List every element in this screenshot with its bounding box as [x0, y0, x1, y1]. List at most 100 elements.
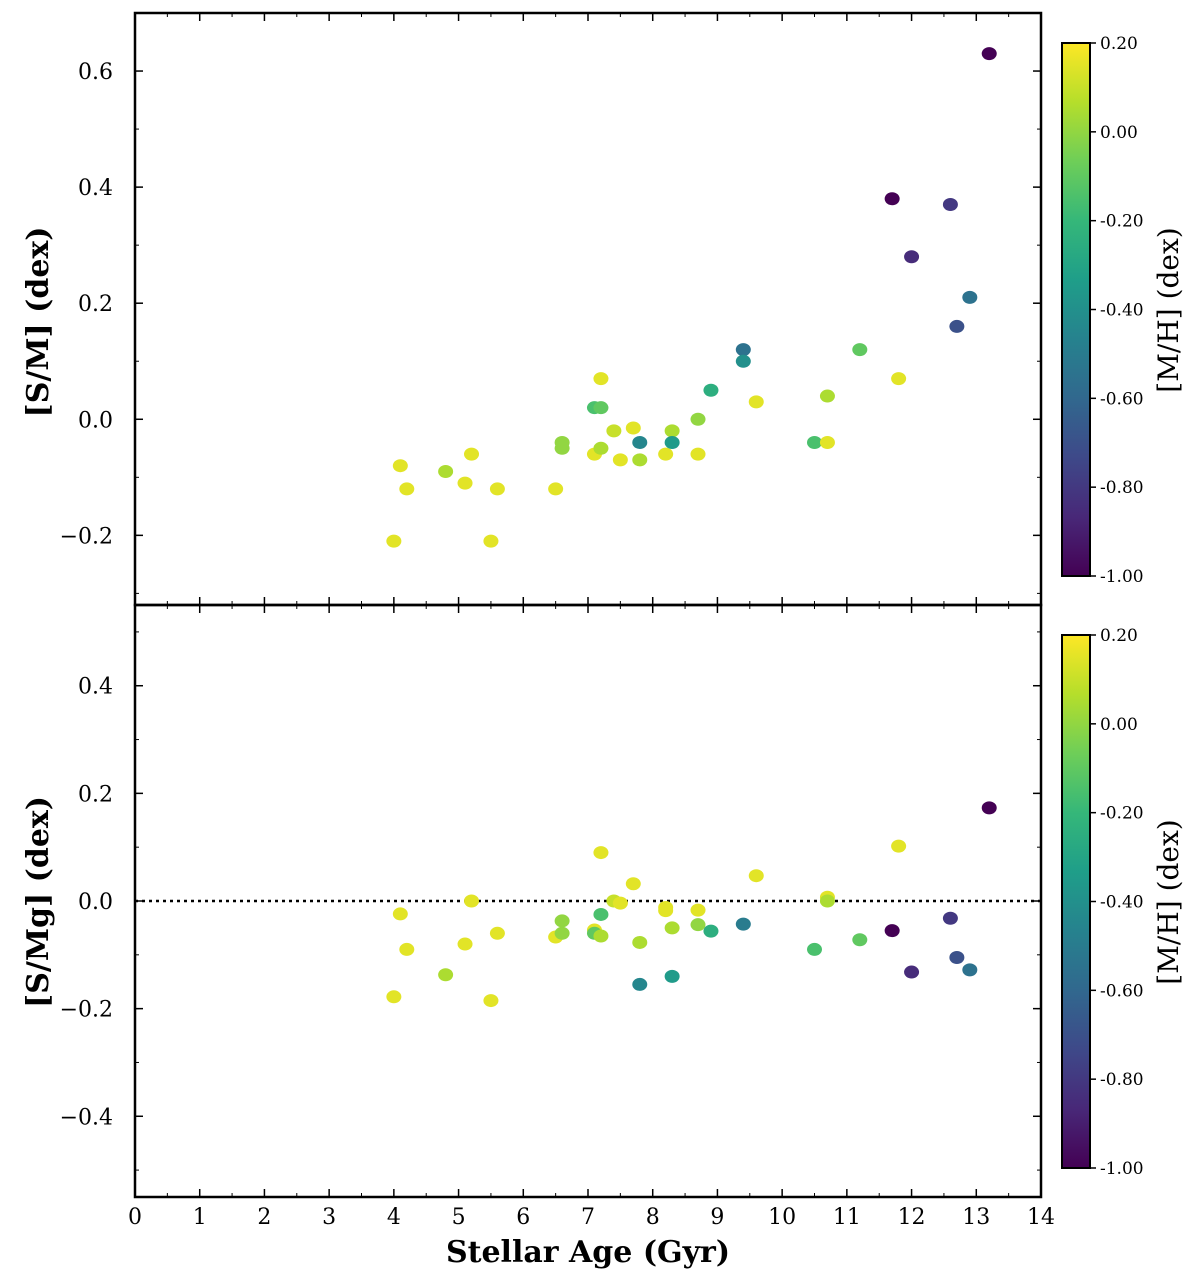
bottom-colorbar-tick-label: 0.20: [1100, 626, 1138, 646]
top-data-point: [664, 424, 680, 438]
top-data-point: [664, 435, 680, 449]
bottom-y-tick-label: −0.2: [60, 998, 113, 1023]
bottom-data-point: [819, 894, 835, 908]
top-colorbar-tick-label: -0.40: [1100, 301, 1144, 321]
top-data-point: [489, 482, 505, 496]
bottom-colorbar-gradient: [1061, 634, 1091, 1169]
top-data-point: [981, 47, 997, 61]
top-plot-frame: [133, 11, 1043, 607]
bottom-data-point: [593, 846, 609, 860]
x-tick-label: 2: [257, 1205, 271, 1230]
top-data-point: [593, 372, 609, 386]
x-tick-label: 6: [516, 1205, 530, 1230]
top-colorbar-tick-label: -1.00: [1100, 567, 1144, 587]
bottom-data-point: [392, 907, 408, 921]
x-tick-label: 14: [1027, 1205, 1055, 1230]
top-data-point: [852, 343, 868, 357]
top-y-tick-label: −0.2: [60, 524, 113, 549]
top-data-point: [632, 435, 648, 449]
bottom-data-point: [632, 977, 648, 991]
bottom-data-point: [483, 994, 499, 1008]
top-colorbar-gradient: [1061, 42, 1091, 577]
bottom-data-point: [690, 903, 706, 917]
bottom-data-point: [386, 990, 402, 1004]
top-scatter-points: [386, 47, 997, 548]
top-data-point: [690, 447, 706, 461]
x-tick-label: 4: [387, 1205, 401, 1230]
top-data-point: [593, 441, 609, 455]
x-tick-label: 0: [128, 1205, 142, 1230]
top-data-point: [884, 192, 900, 206]
bottom-data-point: [735, 917, 751, 931]
top-y-tick-label: 0.4: [78, 176, 113, 201]
top-y-tick-label: 0.2: [78, 292, 113, 317]
top-data-point: [399, 482, 415, 496]
top-y-tick-label: 0.6: [78, 60, 113, 85]
top-data-point: [632, 453, 648, 467]
bottom-colorbar-tick-label: 0.00: [1100, 715, 1138, 735]
bottom-y-tick-label: −0.4: [60, 1105, 113, 1130]
top-data-point: [554, 441, 570, 455]
top-colorbar-tick-label: 0.20: [1100, 34, 1138, 54]
bottom-y-tick-label: 0.2: [78, 782, 113, 807]
x-tick-label: 1: [193, 1205, 207, 1230]
top-data-point: [606, 424, 622, 438]
top-data-point: [548, 482, 564, 496]
bottom-colorbar-tick-label: -0.40: [1100, 893, 1144, 913]
top-data-point: [483, 534, 499, 548]
bottom-data-point: [664, 921, 680, 935]
top-data-point: [904, 250, 920, 264]
top-colorbar-title: [M/H] (dex): [1152, 227, 1185, 392]
bottom-panel: 0 1 2 3 4 5 6 7 8 9 10 11 12 13 14−0.4−0.20.00.20.4 [S…: [21, 605, 1055, 1230]
bottom-data-point: [891, 839, 907, 853]
x-axis-title: Stellar Age (Gyr): [446, 1235, 730, 1270]
top-colorbar-tick-label: -0.20: [1100, 212, 1144, 232]
x-tick-label: 5: [452, 1205, 466, 1230]
bottom-plot-frame: [133, 603, 1043, 1199]
top-colorbar-tick-label: 0.00: [1100, 123, 1138, 143]
top-data-point: [457, 476, 473, 490]
top-colorbar-tick-label: -0.60: [1100, 389, 1144, 409]
bottom-data-point: [593, 907, 609, 921]
bottom-scatter-points: [386, 801, 997, 1008]
x-tick-label: 9: [710, 1205, 724, 1230]
top-data-point: [690, 412, 706, 426]
top-panel: −0.2 0.0 0.2 0.4 0.6 [S/M] (dex): [21, 13, 1042, 605]
top-colorbar-tick-label: -0.80: [1100, 478, 1144, 498]
bottom-data-point: [942, 911, 958, 925]
top-data-point: [392, 459, 408, 473]
bottom-data-point: [962, 963, 978, 977]
bottom-colorbar-title: [M/H] (dex): [1152, 819, 1185, 984]
bottom-data-point: [949, 951, 965, 965]
bottom-colorbar-tick-label: -0.80: [1100, 1070, 1144, 1090]
bottom-colorbar-tick-label: -0.60: [1100, 981, 1144, 1001]
bottom-data-point: [690, 918, 706, 932]
top-data-point: [819, 435, 835, 449]
top-data-point: [949, 319, 965, 333]
bottom-data-point: [658, 904, 674, 918]
bottom-data-point: [457, 937, 473, 951]
x-tick-label: 11: [833, 1205, 861, 1230]
bottom-colorbar-tick-label: -0.20: [1100, 804, 1144, 824]
x-tick-label: 12: [898, 1205, 926, 1230]
bottom-data-point: [884, 924, 900, 938]
top-data-point: [703, 383, 719, 397]
bottom-colorbar: 0.20 0.00 -0.20 -0.40 -0.60 -0.80 -1.00: [1061, 626, 1144, 1179]
bottom-data-point: [399, 942, 415, 956]
bottom-data-point: [664, 969, 680, 983]
bottom-y-tick-label: 0.4: [78, 675, 113, 700]
bottom-data-point: [904, 965, 920, 979]
bottom-data-point: [748, 869, 764, 883]
top-data-point: [625, 421, 641, 435]
top-data-point: [612, 453, 628, 467]
top-data-point: [942, 198, 958, 212]
x-tick-label: 10: [768, 1205, 796, 1230]
top-data-point: [807, 435, 822, 449]
top-data-point: [386, 534, 402, 548]
x-tick-label: 3: [322, 1205, 336, 1230]
bottom-data-point: [593, 929, 609, 943]
top-data-point: [593, 401, 609, 415]
bottom-data-point: [807, 942, 822, 956]
bottom-y-tick-label: 0.0: [78, 890, 113, 915]
